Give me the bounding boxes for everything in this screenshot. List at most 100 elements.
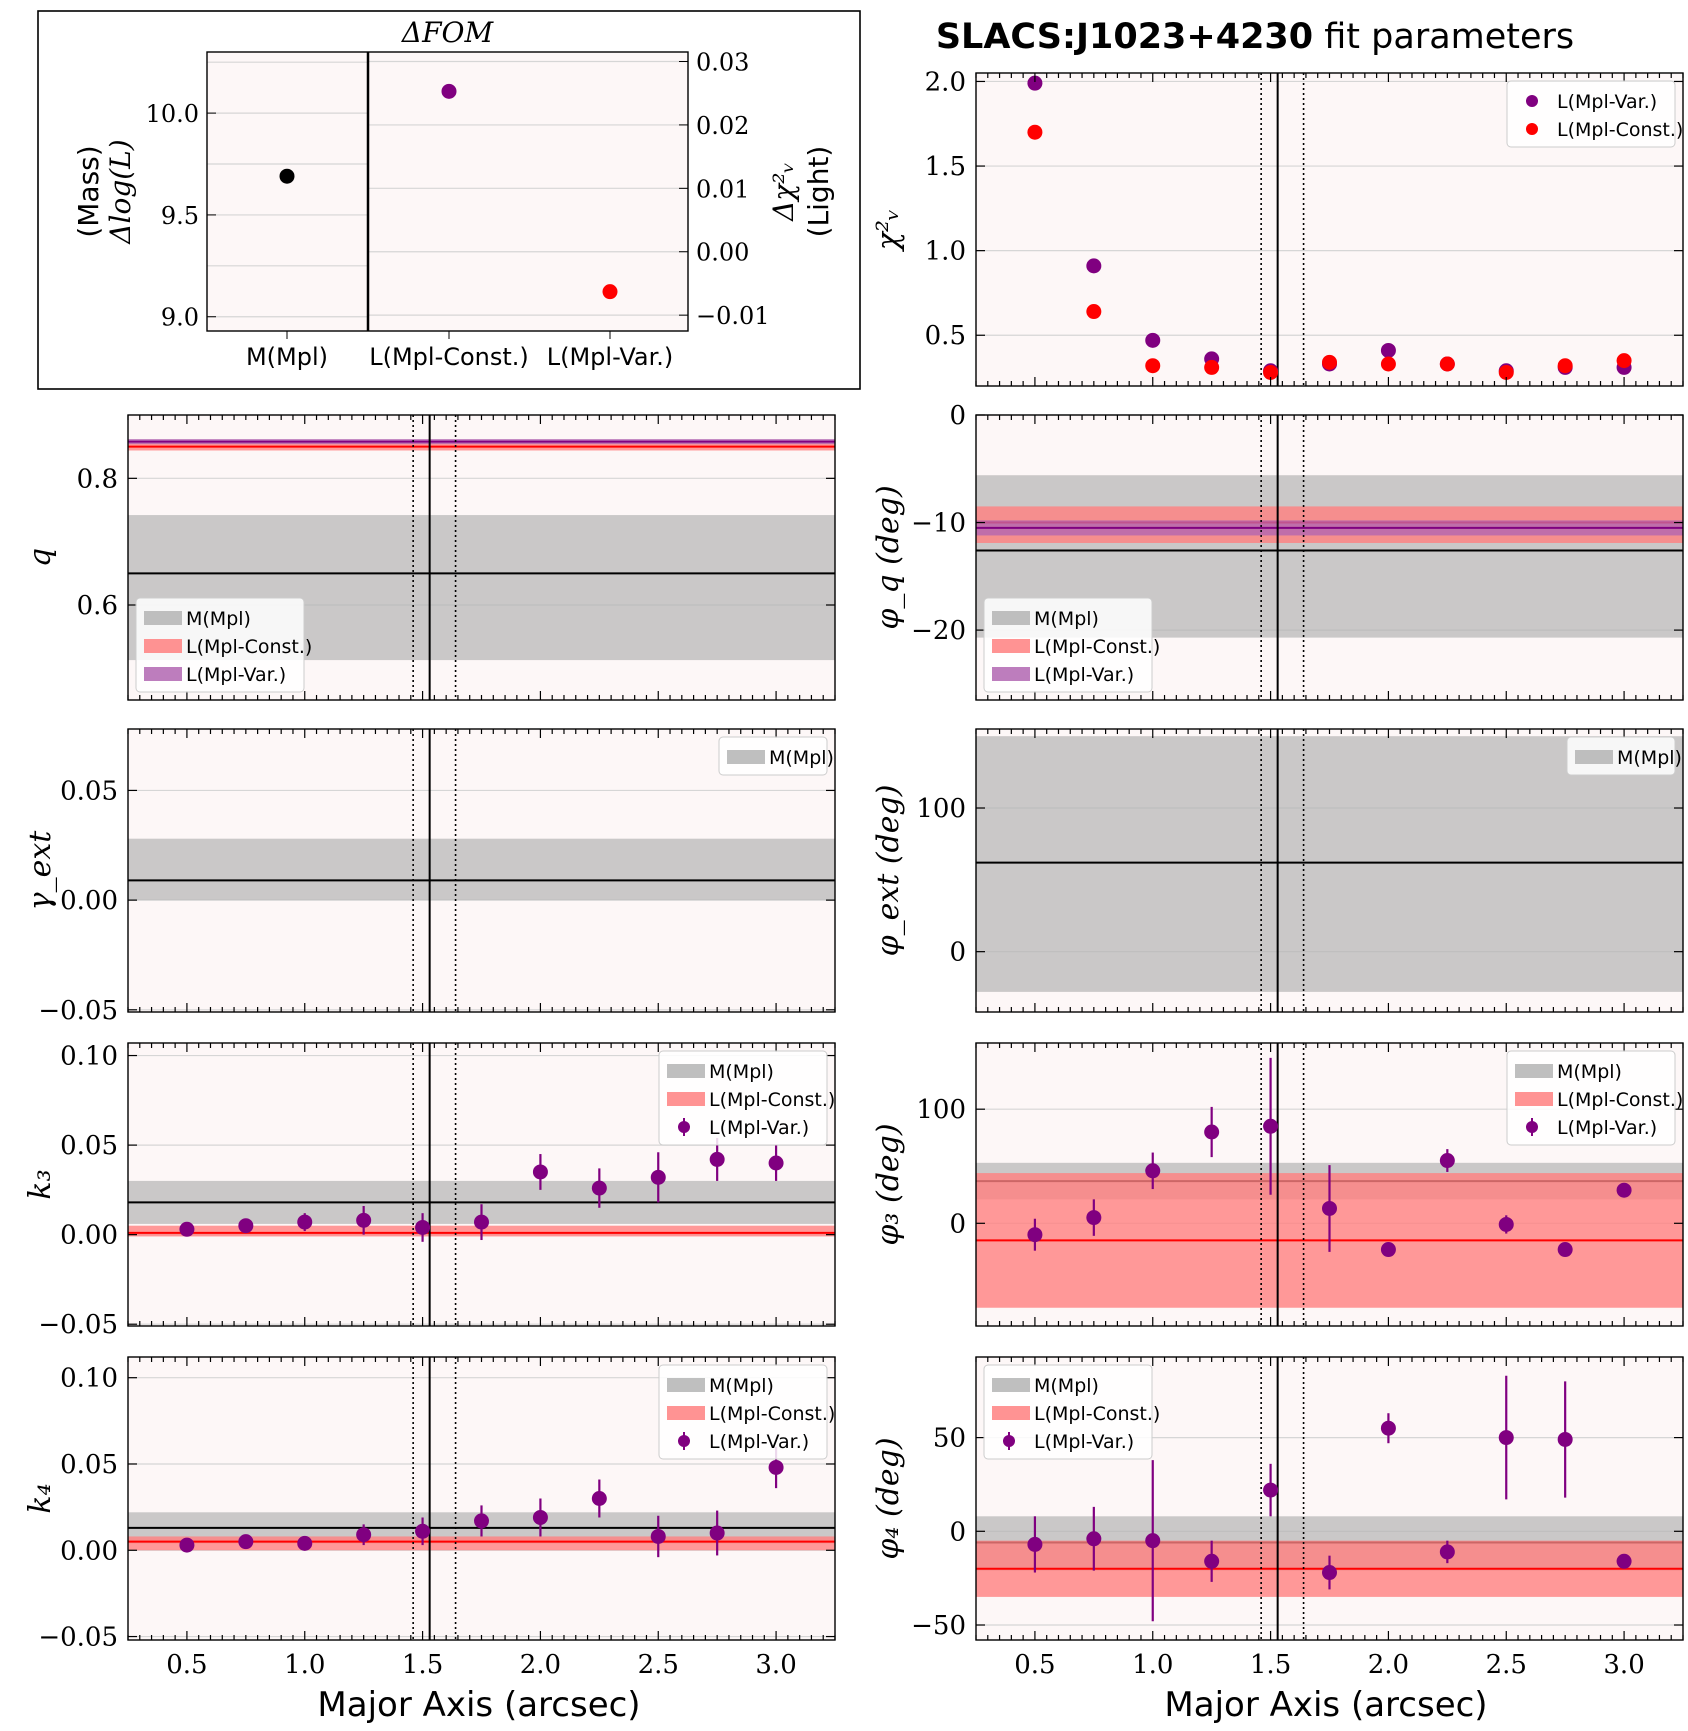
legend-entry: L(Mpl-Var.) (1034, 1431, 1134, 1453)
data-point (602, 284, 618, 300)
data-point (1498, 364, 1514, 380)
data-point (1263, 1118, 1279, 1134)
data-point (1557, 1431, 1573, 1447)
legend: M(Mpl) (718, 736, 834, 776)
data-point (1616, 1182, 1632, 1198)
data-point (709, 1151, 725, 1167)
legend-entry: M(Mpl) (769, 747, 834, 769)
y-tick-label: 0.05 (60, 1131, 118, 1161)
legend: M(Mpl) L(Mpl-Const.) L(Mpl-Var.) (658, 1050, 835, 1146)
data-point (1027, 1536, 1043, 1552)
legend-swatch (144, 667, 182, 681)
y-tick-label: 9.0 (161, 304, 199, 332)
y-tick-label: 100 (916, 794, 966, 824)
legend: M(Mpl) L(Mpl-Const.) L(Mpl-Var.) (135, 597, 312, 693)
x-tick-label: 2.0 (520, 1650, 561, 1680)
y-axis-label: γ_ext (23, 830, 58, 911)
band-L(Mpl-Const.) (128, 1536, 835, 1551)
y-tick-label: −20 (911, 616, 966, 646)
data-point (1263, 364, 1279, 380)
data-point (532, 1164, 548, 1180)
y-axis-label: φ₃ (deg) (871, 1123, 906, 1245)
legend-swatch (667, 1378, 705, 1392)
legend-entry: M(Mpl) (709, 1061, 774, 1083)
legend: M(Mpl) L(Mpl-Const.) L(Mpl-Var.) (658, 1364, 835, 1460)
legend-swatch (144, 611, 182, 625)
y-tick-label: 9.5 (161, 202, 199, 230)
data-point (238, 1534, 254, 1550)
legend-entry: L(Mpl-Var.) (709, 1431, 809, 1453)
legend-swatch (992, 639, 1030, 653)
data-point (1086, 1531, 1102, 1547)
y-axis-label: χ²ᵥ (871, 209, 906, 252)
panel-k3: −0.05 0.00 0.05 0.10 k₃ M(Mpl) L(Mpl-Const.) L(… (23, 1042, 836, 1340)
y-tick-label: 0.02 (696, 112, 749, 140)
legend-entry: L(Mpl-Const.) (709, 1403, 835, 1425)
data-point (1380, 1420, 1396, 1436)
data-point (1616, 353, 1632, 369)
y-tick-label: −0.05 (38, 1623, 118, 1653)
legend-marker (1526, 1121, 1538, 1133)
y-tick-label: 0.8 (77, 464, 118, 494)
data-point (1204, 1124, 1220, 1140)
legend-marker (1526, 95, 1538, 107)
data-point (1439, 1544, 1455, 1560)
legend-entry: L(Mpl-Var.) (709, 1117, 809, 1139)
left-axis-label-top: (Mass) (72, 145, 105, 237)
y-axis-label: φ_ext (deg) (871, 785, 906, 957)
legend: M(Mpl) (1566, 736, 1682, 776)
y-tick-label: 0.00 (60, 886, 118, 916)
data-point (1322, 1200, 1337, 1216)
legend-entry: L(Mpl-Var.) (1034, 664, 1134, 686)
y-axis-label: φ_q (deg) (871, 485, 906, 629)
legend-swatch (1575, 750, 1613, 764)
y-axis-label: k₃ (23, 1169, 58, 1199)
data-point (1498, 1430, 1514, 1446)
data-point (709, 1525, 725, 1541)
y-tick-label: 50 (933, 1424, 966, 1454)
y-tick-label: −0.05 (38, 996, 118, 1026)
legend-entry: L(Mpl-Const.) (186, 636, 312, 658)
data-point (297, 1214, 313, 1230)
legend-entry: M(Mpl) (186, 608, 251, 630)
data-point (279, 168, 295, 184)
legend-swatch (667, 1064, 705, 1078)
data-point (415, 1219, 431, 1235)
data-point (1204, 1553, 1220, 1569)
data-point (650, 1528, 666, 1544)
plot-frame (206, 51, 689, 332)
legend-marker (678, 1121, 690, 1133)
legend-swatch (992, 1378, 1030, 1392)
x-tick-label: 1.0 (1132, 1650, 1173, 1680)
y-tick-label: 0.05 (60, 1450, 118, 1480)
x-tick-label: 0.5 (166, 1650, 207, 1680)
x-axis-label-left: Major Axis (arcsec) (317, 1685, 640, 1725)
legend-entry: L(Mpl-Const.) (1557, 119, 1683, 141)
data-point (179, 1221, 195, 1237)
category-label: M(Mpl) (246, 343, 328, 371)
legend-entry: L(Mpl-Const.) (1034, 1403, 1160, 1425)
legend: L(Mpl-Var.) L(Mpl-Const.) (1506, 80, 1683, 148)
data-point (1557, 358, 1573, 374)
legend-entry: L(Mpl-Var.) (186, 664, 286, 686)
data-point (591, 1491, 607, 1506)
panel-phi_ext: 0 100 φ_ext (deg) M(Mpl) (871, 728, 1684, 1013)
data-point (768, 1459, 784, 1475)
legend-swatch (1515, 1092, 1553, 1106)
legend-entry: L(Mpl-Const.) (1034, 636, 1160, 658)
data-point (356, 1527, 372, 1543)
x-tick-label: 0.5 (1014, 1650, 1055, 1680)
legend-entry: L(Mpl-Const.) (1557, 1089, 1683, 1111)
y-tick-label: 0.03 (696, 49, 749, 77)
x-tick-label: 1.5 (1250, 1650, 1291, 1680)
data-point (1086, 1210, 1102, 1226)
y-tick-label: 0.6 (77, 591, 118, 621)
legend-entry: M(Mpl) (1034, 608, 1099, 630)
data-point (297, 1535, 313, 1551)
data-point (1380, 356, 1396, 372)
y-tick-label: 0.01 (696, 175, 749, 203)
y-tick-label: 0.5 (925, 321, 966, 351)
data-point (1439, 1153, 1455, 1169)
legend-entry: L(Mpl-Var.) (1557, 91, 1657, 113)
legend-entry: L(Mpl-Var.) (1557, 1117, 1657, 1139)
